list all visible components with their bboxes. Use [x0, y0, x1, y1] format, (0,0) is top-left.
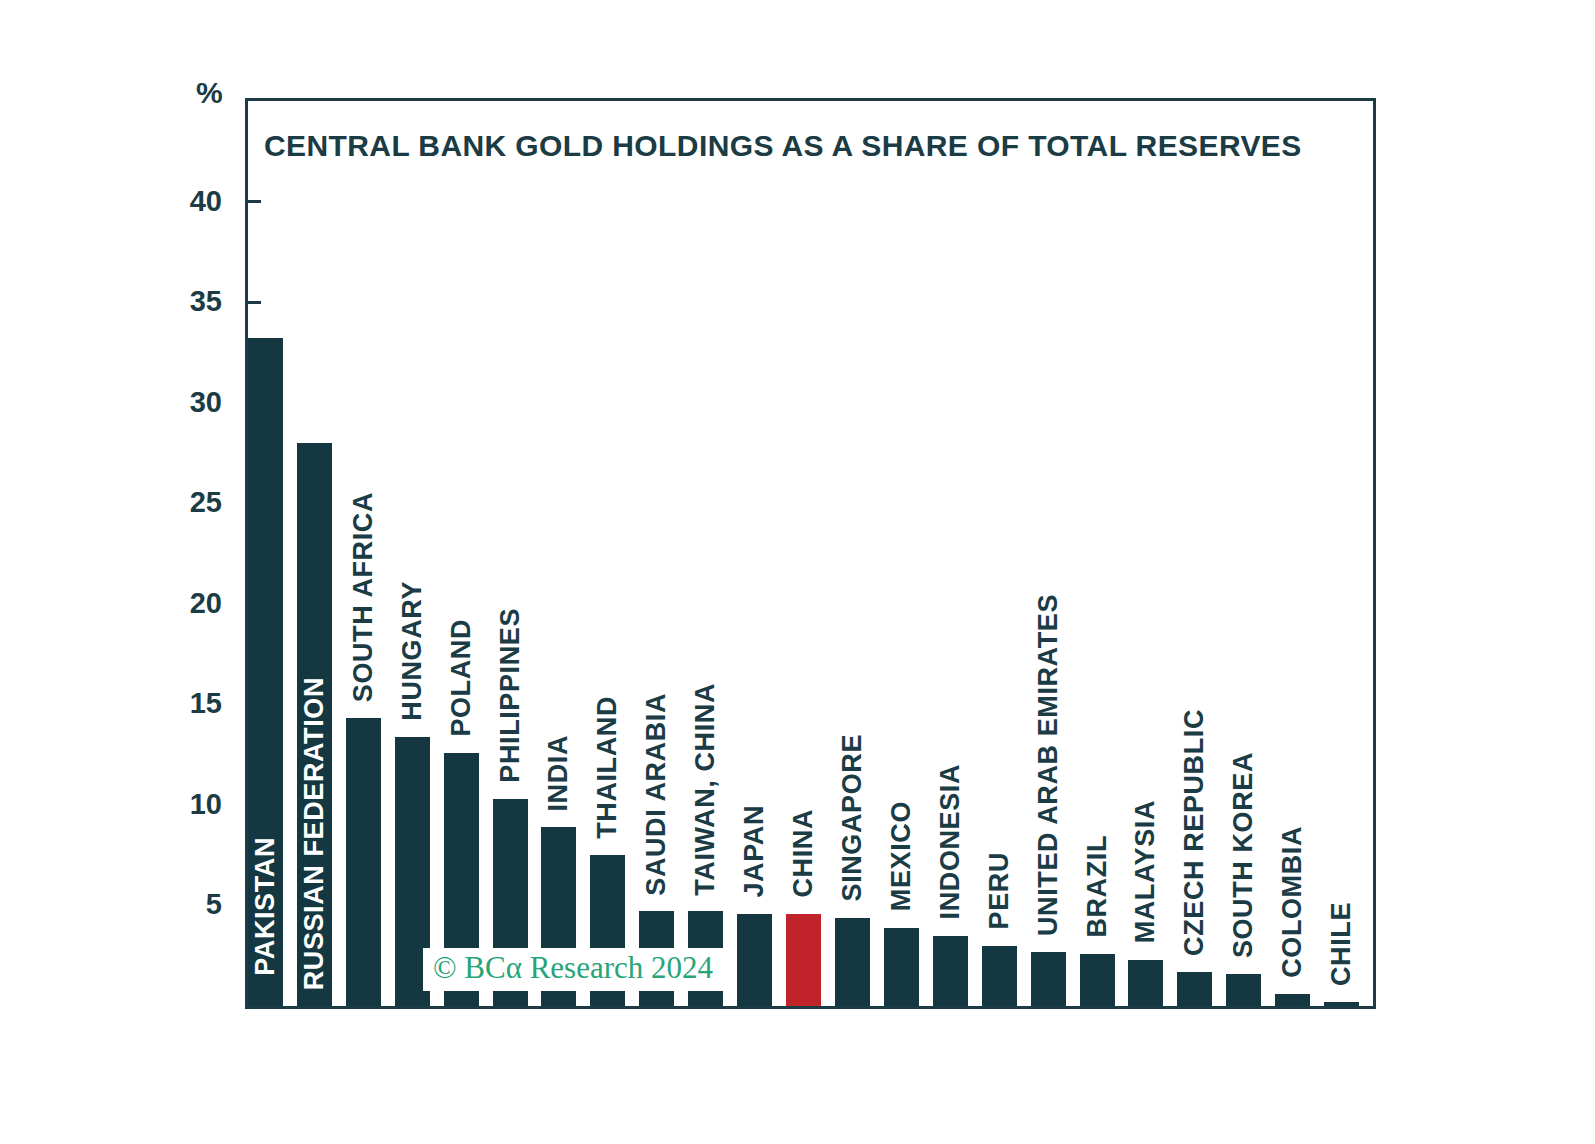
bar-label-united-arab-emirates: UNITED ARAB EMIRATES: [1033, 594, 1064, 936]
bar-label-brazil: BRAZIL: [1082, 835, 1113, 938]
bar-label-russian-federation: RUSSIAN FEDERATION: [299, 677, 330, 990]
bar-label-philippines: PHILIPPINES: [495, 608, 526, 783]
bar-label-poland: POLAND: [446, 619, 477, 737]
bar-malaysia: [1128, 960, 1163, 1006]
bar-japan: [737, 914, 772, 1007]
y-axis-tick-label-10: 10: [134, 788, 222, 820]
bar-brazil: [1080, 954, 1115, 1006]
bar-singapore: [835, 918, 870, 1006]
bar-united-arab-emirates: [1031, 952, 1066, 1006]
y-axis-tick-label-35: 35: [134, 285, 222, 317]
bar-south-africa: [346, 718, 381, 1006]
bar-label-chile: CHILE: [1326, 902, 1357, 986]
bar-label-colombia: COLOMBIA: [1277, 826, 1308, 978]
bar-label-south-africa: SOUTH AFRICA: [348, 492, 379, 702]
bar-label-china: CHINA: [788, 809, 819, 898]
bar-czech-republic: [1177, 972, 1212, 1006]
y-axis-unit-label: %: [196, 76, 223, 110]
y-axis-tick-label-20: 20: [134, 587, 222, 619]
bar-label-singapore: SINGAPORE: [837, 734, 868, 901]
bar-label-south-korea: SOUTH KOREA: [1228, 752, 1259, 958]
bar-label-pakistan: PAKISTAN: [250, 837, 281, 976]
bar-label-thailand: THAILAND: [592, 696, 623, 839]
bar-colombia: [1275, 994, 1310, 1006]
bar-label-japan: JAPAN: [739, 805, 770, 898]
y-axis-tick-label-5: 5: [134, 888, 222, 920]
bar-label-peru: PERU: [984, 852, 1015, 929]
bar-label-india: INDIA: [543, 735, 574, 812]
y-axis-tick-label-25: 25: [134, 486, 222, 518]
bar-label-mexico: MEXICO: [886, 801, 917, 911]
y-axis-tick-label-30: 30: [134, 386, 222, 418]
chart-canvas: % CENTRAL BANK GOLD HOLDINGS AS A SHARE …: [0, 0, 1595, 1144]
bar-chile: [1324, 1002, 1359, 1006]
bar-mexico: [884, 928, 919, 1006]
y-axis-tick-35: [248, 301, 261, 304]
y-axis-tick-label-40: 40: [134, 185, 222, 217]
bar-label-czech-republic: CZECH REPUBLIC: [1179, 709, 1210, 956]
bar-south-korea: [1226, 974, 1261, 1006]
plot-area: CENTRAL BANK GOLD HOLDINGS AS A SHARE OF…: [245, 98, 1376, 1009]
y-axis-tick-label-15: 15: [134, 687, 222, 719]
watermark: © BCα Research 2024: [423, 948, 723, 991]
bar-label-saudi-arabia: SAUDI ARABIA: [641, 693, 672, 896]
bar-peru: [982, 946, 1017, 1006]
bar-label-indonesia: INDONESIA: [935, 764, 966, 919]
bar-indonesia: [933, 936, 968, 1006]
bar-label-hungary: HUNGARY: [397, 581, 428, 721]
y-axis-tick-40: [248, 200, 261, 203]
plot-area-inner: PAKISTAN RUSSIAN FEDERATION SOUTH AFRICA HU…: [248, 101, 1373, 1006]
bar-label-taiwan-china: TAIWAN, CHINA: [690, 683, 721, 896]
bar-china: [786, 914, 821, 1007]
bar-label-malaysia: MALAYSIA: [1130, 800, 1161, 943]
